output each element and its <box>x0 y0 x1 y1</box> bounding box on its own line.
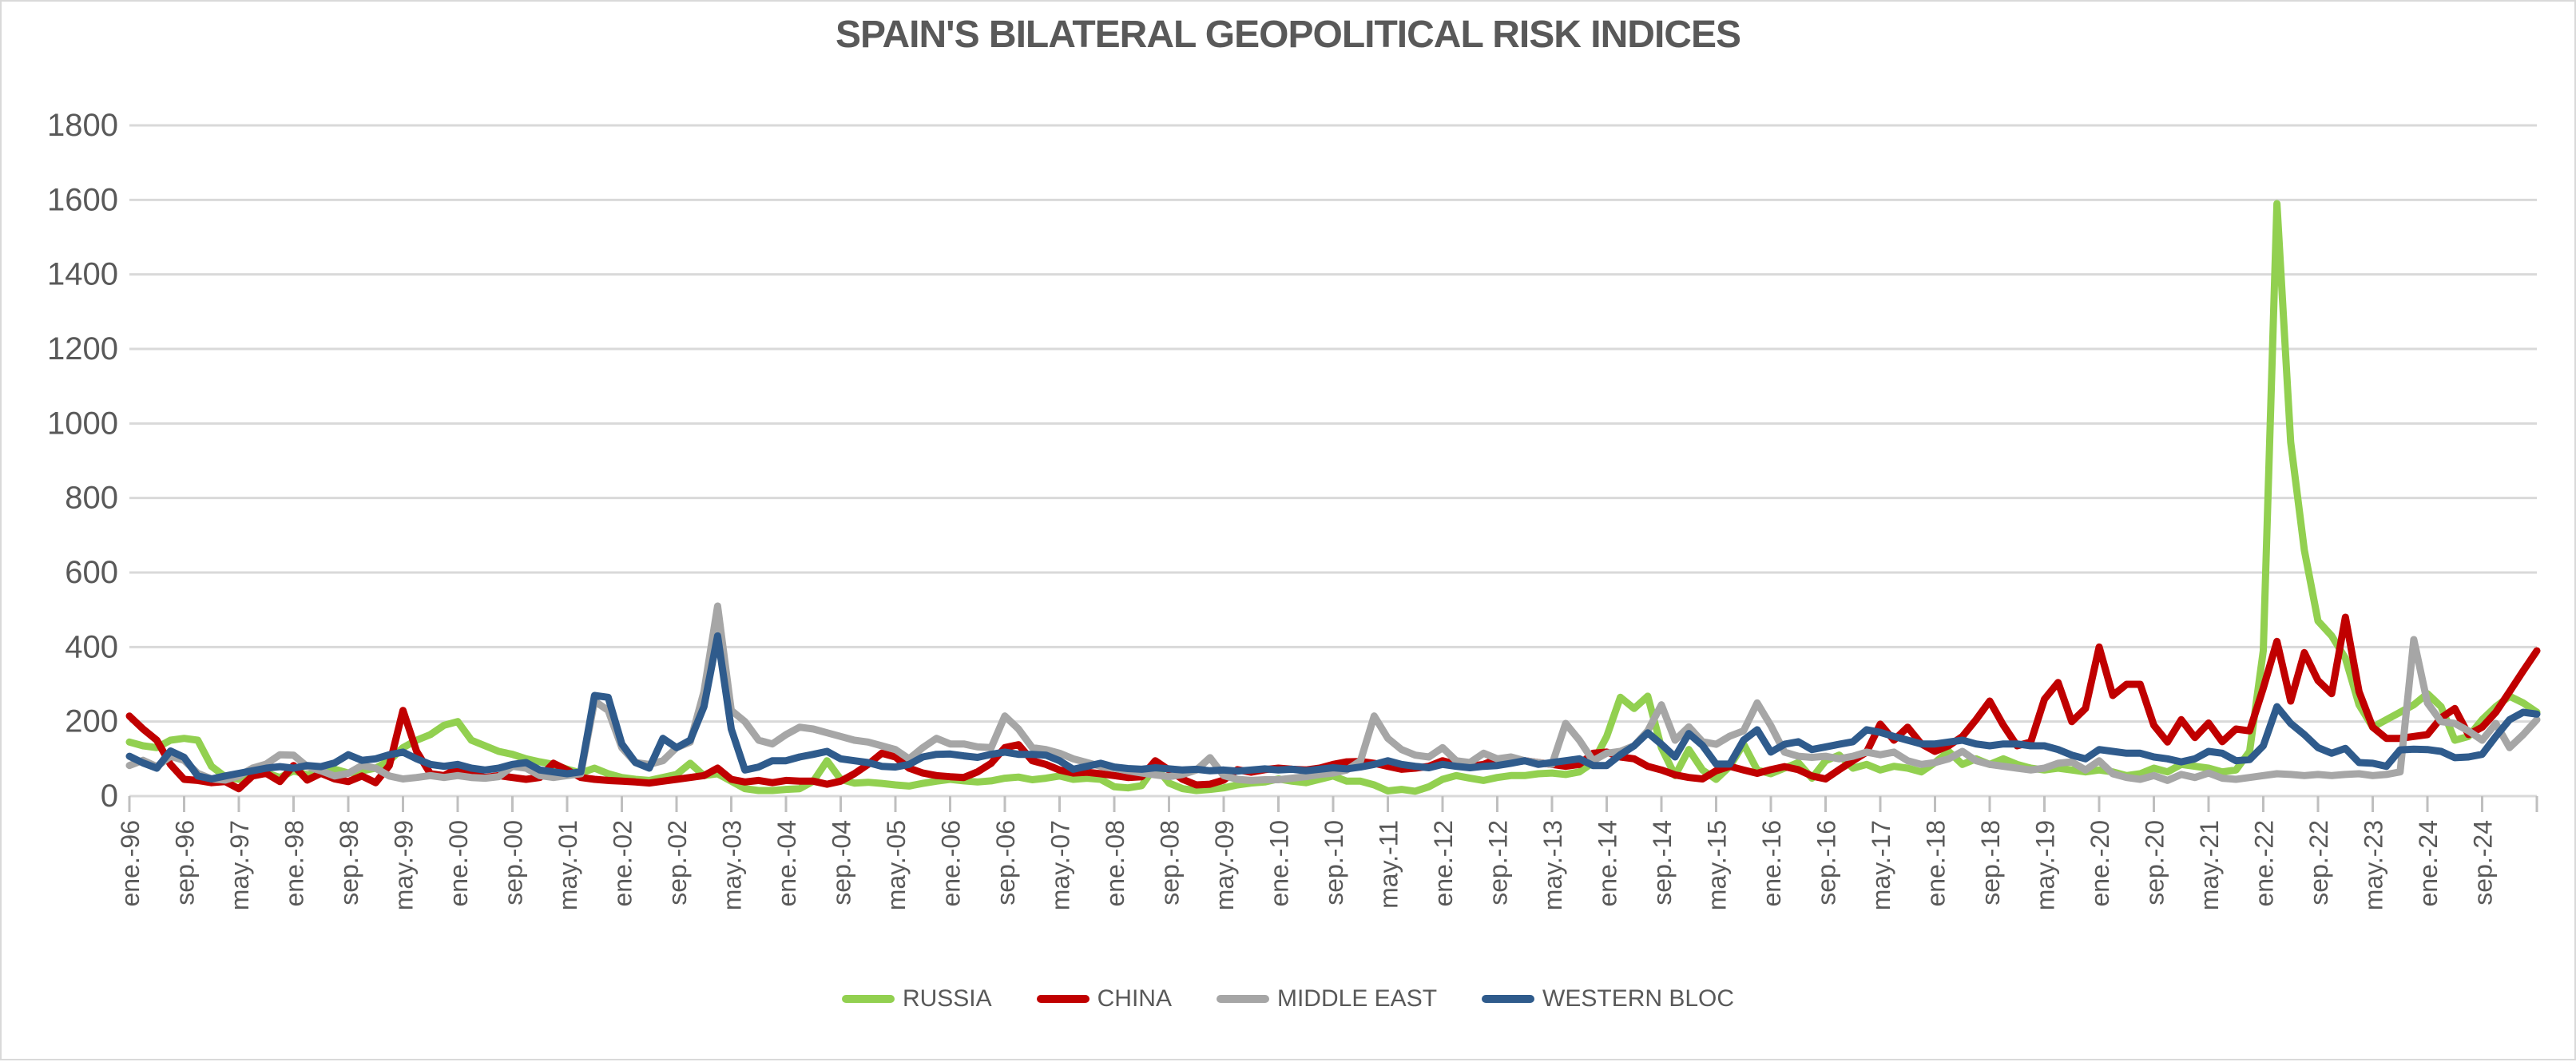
chart-legend: RUSSIA CHINA MIDDLE EAST WESTERN BLOC <box>2 985 2574 1012</box>
legend-item-russia: RUSSIA <box>841 985 992 1012</box>
x-axis-tick-label: sep.-08 <box>1156 820 1185 905</box>
y-axis-tick-label: 0 <box>101 779 118 814</box>
x-axis-tick-label: may.-17 <box>1867 820 1895 910</box>
y-axis-tick-label: 200 <box>65 704 118 739</box>
x-axis-tick-label: ene.-06 <box>937 820 966 907</box>
x-axis-tick-label: may.-13 <box>1538 820 1567 910</box>
legend-label-china: CHINA <box>1097 985 1172 1012</box>
x-axis-tick-label: ene.-24 <box>2414 820 2443 907</box>
chart-title: SPAIN'S BILATERAL GEOPOLITICAL RISK INDI… <box>836 14 1741 56</box>
series-line-western-bloc <box>125 632 2541 783</box>
x-axis-tick-label: sep.-14 <box>1648 820 1677 905</box>
x-axis-tick-label: may.-19 <box>2031 820 2060 910</box>
x-axis-tick-label: ene.-20 <box>2086 820 2114 907</box>
x-axis-tick-label: sep.-22 <box>2304 820 2333 905</box>
legend-label-russia: RUSSIA <box>902 985 992 1012</box>
x-axis-tick-label: may.-21 <box>2195 820 2224 910</box>
x-axis-tick-label: ene.-14 <box>1594 820 1622 907</box>
x-axis-tick-label: sep.-24 <box>2469 820 2498 905</box>
legend-item-middle-east: MIDDLE EAST <box>1216 985 1438 1012</box>
x-axis-tick-label: sep.-12 <box>1484 820 1513 905</box>
x-axis-tick-label: may.-11 <box>1375 820 1403 909</box>
legend-label-western-bloc: WESTERN BLOC <box>1542 985 1735 1012</box>
legend-swatch-western-bloc <box>1482 995 1535 1003</box>
x-axis-tick-label: may.-01 <box>554 820 582 910</box>
y-axis-tick-label: 1200 <box>47 331 118 367</box>
x-axis-tick-label: may.-15 <box>1703 820 1732 910</box>
x-axis-tick-label: sep.-10 <box>1320 820 1348 905</box>
x-axis-tick-label: sep.-06 <box>991 820 1020 905</box>
x-axis-tick-label: ene.-18 <box>1922 820 1951 907</box>
x-axis-tick-label: ene.-04 <box>772 820 801 907</box>
y-axis-tick-label: 600 <box>65 555 118 590</box>
y-axis-tick-label: 400 <box>65 629 118 664</box>
x-axis-tick-label: ene.-00 <box>444 820 473 907</box>
x-axis-tick-label: may.-03 <box>718 820 747 910</box>
x-axis-tick-label: ene.-22 <box>2250 820 2279 907</box>
x-axis-tick-label: sep.-00 <box>499 820 528 905</box>
x-axis-tick-label: ene.-12 <box>1429 820 1458 907</box>
x-axis-tick-label: ene.-10 <box>1265 820 1294 907</box>
x-axis-tick-label: ene.-08 <box>1101 820 1129 907</box>
legend-swatch-china <box>1036 995 1090 1003</box>
y-axis-tick-label: 1600 <box>47 182 118 217</box>
y-axis-tick-label: 1000 <box>47 406 118 441</box>
y-axis-tick-label: 1400 <box>47 257 118 292</box>
x-axis-tick-label: sep.-16 <box>1812 820 1841 905</box>
x-axis-tick-label: sep.-96 <box>171 820 200 905</box>
x-axis-tick-label: may.-07 <box>1046 820 1075 910</box>
y-axis-tick-label: 1800 <box>47 108 118 143</box>
x-axis-tick-label: sep.-18 <box>1976 820 2005 905</box>
x-axis-tick-label: may.-97 <box>225 820 254 910</box>
x-axis-tick-label: ene.-02 <box>609 820 637 907</box>
x-axis-tick-label: may.-09 <box>1210 820 1239 910</box>
x-axis-tick-label: ene.-96 <box>116 820 145 907</box>
x-axis-tick-label: sep.-20 <box>2141 820 2169 905</box>
x-axis-tick-label: may.-99 <box>390 820 419 910</box>
legend-item-western-bloc: WESTERN BLOC <box>1482 985 1734 1012</box>
x-axis-tick-label: sep.-98 <box>335 820 363 905</box>
legend-item-china: CHINA <box>1036 985 1172 1012</box>
legend-label-middle-east: MIDDLE EAST <box>1276 985 1438 1012</box>
legend-swatch-middle-east <box>1216 995 1269 1003</box>
series-line-middle-east <box>125 602 2541 784</box>
y-axis-tick-label: 800 <box>65 481 118 516</box>
legend-swatch-russia <box>841 995 895 1003</box>
x-axis-tick-label: may.-05 <box>882 820 911 910</box>
x-axis-tick-label: ene.-16 <box>1757 820 1786 907</box>
x-axis-tick-label: sep.-04 <box>828 820 856 905</box>
x-axis-tick-label: may.-23 <box>2360 820 2388 910</box>
x-axis-tick-label: ene.-98 <box>280 820 309 907</box>
x-axis-tick-label: sep.-02 <box>663 820 692 905</box>
